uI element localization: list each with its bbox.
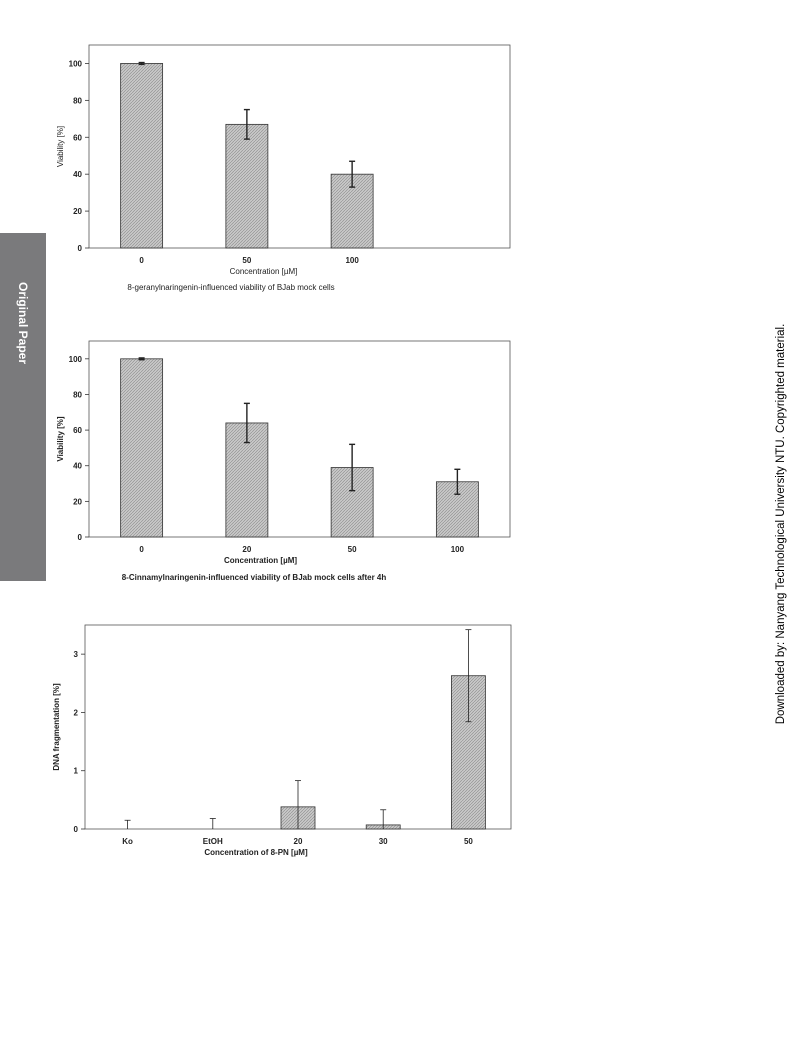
chart-caption: 8-Cinnamylnaringenin-influenced viabilit… bbox=[122, 573, 387, 582]
x-axis-title: Concentration [µM] bbox=[230, 267, 298, 276]
side-tab: Original Paper bbox=[0, 233, 46, 581]
y-tick-label: 1 bbox=[74, 767, 79, 776]
x-tick-label: 0 bbox=[139, 256, 144, 265]
y-tick-label: 2 bbox=[74, 708, 79, 717]
x-tick-label: 50 bbox=[242, 256, 251, 265]
x-tick-label: 50 bbox=[464, 837, 473, 846]
y-tick-label: 40 bbox=[73, 170, 82, 179]
x-axis-title: Concentration [µM] bbox=[224, 556, 297, 565]
y-tick-label: 3 bbox=[74, 650, 79, 659]
x-tick-label: 100 bbox=[345, 256, 359, 265]
x-tick-label: 0 bbox=[139, 545, 144, 554]
y-tick-label: 40 bbox=[73, 462, 82, 471]
bar bbox=[225, 123, 269, 249]
y-tick-label: 60 bbox=[73, 133, 82, 142]
y-tick-label: 80 bbox=[73, 96, 82, 105]
y-tick-label: 80 bbox=[73, 390, 82, 399]
y-tick-label: 100 bbox=[69, 59, 83, 68]
plot-frame bbox=[88, 44, 511, 249]
x-tick-label: Ko bbox=[122, 837, 133, 846]
y-tick-label: 60 bbox=[73, 426, 82, 435]
y-tick-label: 100 bbox=[69, 355, 83, 364]
x-tick-label: EtOH bbox=[203, 837, 223, 846]
bar bbox=[120, 358, 164, 538]
chart-caption: 8-geranylnaringenin-influenced viability… bbox=[127, 283, 334, 292]
bar bbox=[120, 63, 164, 249]
bar bbox=[330, 467, 374, 538]
x-tick-label: 20 bbox=[294, 837, 303, 846]
y-tick-label: 0 bbox=[78, 244, 83, 253]
x-tick-label: 20 bbox=[242, 545, 251, 554]
x-axis-title: Concentration of 8-PN [µM] bbox=[204, 848, 308, 857]
y-tick-label: 0 bbox=[74, 825, 79, 834]
y-tick-label: 0 bbox=[78, 533, 83, 542]
y-axis-title: Viability [%] bbox=[56, 416, 65, 462]
y-tick-label: 20 bbox=[73, 207, 82, 216]
y-axis-title: Viability [%] bbox=[56, 126, 65, 167]
plot-frame bbox=[88, 340, 511, 538]
x-tick-label: 100 bbox=[451, 545, 465, 554]
x-tick-label: 50 bbox=[348, 545, 357, 554]
y-axis-title: DNA fragmentation [%] bbox=[52, 683, 61, 771]
x-tick-label: 30 bbox=[379, 837, 388, 846]
y-tick-label: 20 bbox=[73, 497, 82, 506]
